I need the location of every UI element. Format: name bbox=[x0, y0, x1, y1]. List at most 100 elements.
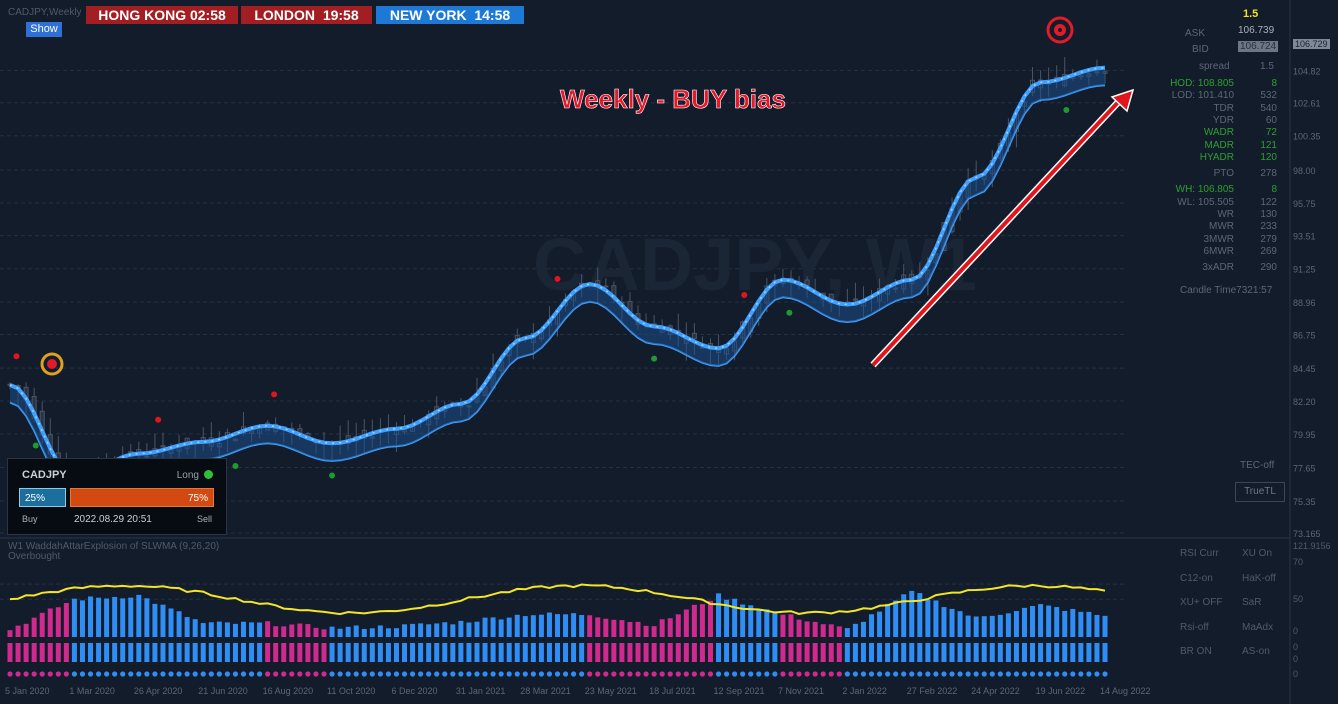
indicator-toggle-label[interactable]: BR ON bbox=[1180, 646, 1212, 657]
price-scale-label: 79.95 bbox=[1293, 430, 1316, 440]
price-scale-label: 86.75 bbox=[1293, 330, 1316, 340]
histogram-bar bbox=[1078, 611, 1084, 637]
show-button[interactable]: Show bbox=[26, 22, 62, 37]
x-tick-label: 5 Jan 2020 bbox=[5, 686, 50, 696]
trend-strip-cell bbox=[321, 643, 327, 662]
candle-body bbox=[691, 332, 697, 340]
trend-dot bbox=[393, 671, 400, 677]
trend-dot bbox=[482, 671, 488, 677]
trend-strip-cell bbox=[434, 643, 440, 662]
target-circle-high bbox=[1046, 16, 1074, 44]
trend-dot bbox=[345, 671, 351, 677]
sell-signal-dot bbox=[13, 353, 20, 360]
sentiment-panel: CADJPY Long 25% 75% Buy 2022.08.29 20:51… bbox=[7, 458, 227, 535]
trend-strip-cell bbox=[23, 643, 29, 662]
histogram-bar bbox=[812, 621, 818, 637]
trend-dot bbox=[47, 671, 53, 677]
trend-dot bbox=[1021, 671, 1028, 677]
trend-strip-cell bbox=[917, 643, 923, 662]
histogram-bar bbox=[442, 622, 448, 637]
histogram-bar bbox=[1054, 607, 1060, 637]
indicator-toggle-label[interactable]: HaK-off bbox=[1242, 572, 1276, 584]
trend-dot bbox=[240, 671, 247, 677]
trend-dot bbox=[184, 671, 190, 677]
histogram-bar bbox=[925, 599, 931, 637]
trend-dot bbox=[643, 671, 649, 677]
indicator-toggle-label[interactable]: XU+ OFF bbox=[1180, 597, 1223, 608]
trend-strip-cell bbox=[981, 643, 987, 662]
trend-dot bbox=[571, 671, 577, 677]
stat-value: 122 bbox=[1260, 196, 1277, 208]
histogram-bar bbox=[506, 617, 512, 637]
trend-dot bbox=[361, 671, 367, 677]
trend-strip-cell bbox=[627, 643, 633, 662]
trend-strip-cell bbox=[852, 643, 858, 662]
histogram-bar bbox=[852, 623, 858, 637]
indicator-toggle-label[interactable]: XU On bbox=[1242, 548, 1273, 559]
bid-value: 106.724 bbox=[1238, 41, 1279, 52]
indicator-toggle-label[interactable]: MaAdx bbox=[1242, 621, 1274, 633]
trend-dot bbox=[909, 671, 915, 677]
trend-strip-cell bbox=[683, 643, 689, 662]
trend-strip-cell bbox=[949, 643, 955, 662]
trend-strip-cell bbox=[232, 643, 238, 662]
trend-dot bbox=[893, 671, 899, 677]
price-scale-label: 84.45 bbox=[1293, 364, 1316, 374]
tec-off-label: TEC-off bbox=[1240, 460, 1275, 471]
trend-strip-cell bbox=[724, 643, 730, 662]
trend-strip-cell bbox=[79, 643, 85, 662]
trend-strip-cell bbox=[281, 643, 287, 662]
histogram-bar bbox=[458, 620, 464, 637]
truetl-button[interactable]: TrueTL bbox=[1235, 482, 1285, 502]
indicator-toggle-label[interactable]: RSI Curr bbox=[1180, 548, 1219, 559]
trend-strip-cell bbox=[273, 643, 279, 662]
trend-strip-cell bbox=[289, 643, 295, 662]
stat-label: 6MWR bbox=[1203, 245, 1234, 257]
trend-dot bbox=[756, 671, 762, 677]
trend-dot bbox=[87, 671, 94, 677]
indicator-toggle-label[interactable]: AS-on bbox=[1242, 646, 1270, 657]
histogram-bar bbox=[281, 626, 287, 637]
trend-dot bbox=[764, 671, 770, 677]
trend-dot bbox=[635, 671, 641, 677]
histogram-bar bbox=[764, 609, 770, 637]
trend-dot bbox=[256, 671, 263, 677]
trend-strip-cell bbox=[265, 643, 271, 662]
trend-dot bbox=[691, 671, 697, 677]
indicator-toggle-label[interactable]: Rsi-off bbox=[1180, 621, 1209, 633]
indicator-title: W1 WaddahAttarExplosion of SLWMA (9,26,2… bbox=[8, 541, 220, 552]
trend-strip-cell bbox=[885, 643, 891, 662]
trend-dot bbox=[474, 671, 480, 677]
indicator-toggle-label[interactable]: C12-on bbox=[1180, 572, 1213, 584]
histogram-bar bbox=[498, 619, 504, 637]
x-tick-label: 19 Jun 2022 bbox=[1036, 686, 1086, 696]
stat-label: HYADR bbox=[1199, 151, 1234, 163]
price-scale-label: 104.82 bbox=[1293, 66, 1321, 76]
histogram-bar bbox=[434, 623, 440, 637]
trend-dot bbox=[925, 671, 931, 677]
trend-strip-cell bbox=[909, 643, 915, 662]
x-tick-label: 16 Aug 2020 bbox=[263, 686, 314, 696]
indicator-scale-label: 70 bbox=[1293, 557, 1304, 567]
trend-dot bbox=[321, 671, 327, 677]
histogram-bar bbox=[989, 615, 995, 637]
histogram-bar bbox=[337, 628, 343, 637]
trend-dot bbox=[305, 671, 311, 677]
price-scale-label: 98.00 bbox=[1293, 166, 1316, 176]
trend-strip-cell bbox=[418, 643, 424, 662]
trend-dot bbox=[498, 671, 504, 677]
trend-strip-cell bbox=[691, 643, 697, 662]
trend-dot bbox=[619, 671, 625, 677]
histogram-bar bbox=[410, 623, 416, 637]
histogram-bar bbox=[563, 614, 569, 637]
trend-dot bbox=[868, 671, 875, 677]
trend-strip-cell bbox=[740, 643, 746, 662]
buy-signal-dot bbox=[32, 442, 39, 449]
trend-strip-cell bbox=[1062, 643, 1068, 662]
histogram-bar bbox=[1094, 614, 1100, 637]
histogram-bar bbox=[659, 619, 665, 637]
histogram-bar bbox=[377, 625, 383, 637]
indicator-toggle-label[interactable]: SaR bbox=[1242, 597, 1262, 608]
histogram-bar bbox=[104, 598, 110, 637]
trend-strip-cell bbox=[184, 643, 190, 662]
